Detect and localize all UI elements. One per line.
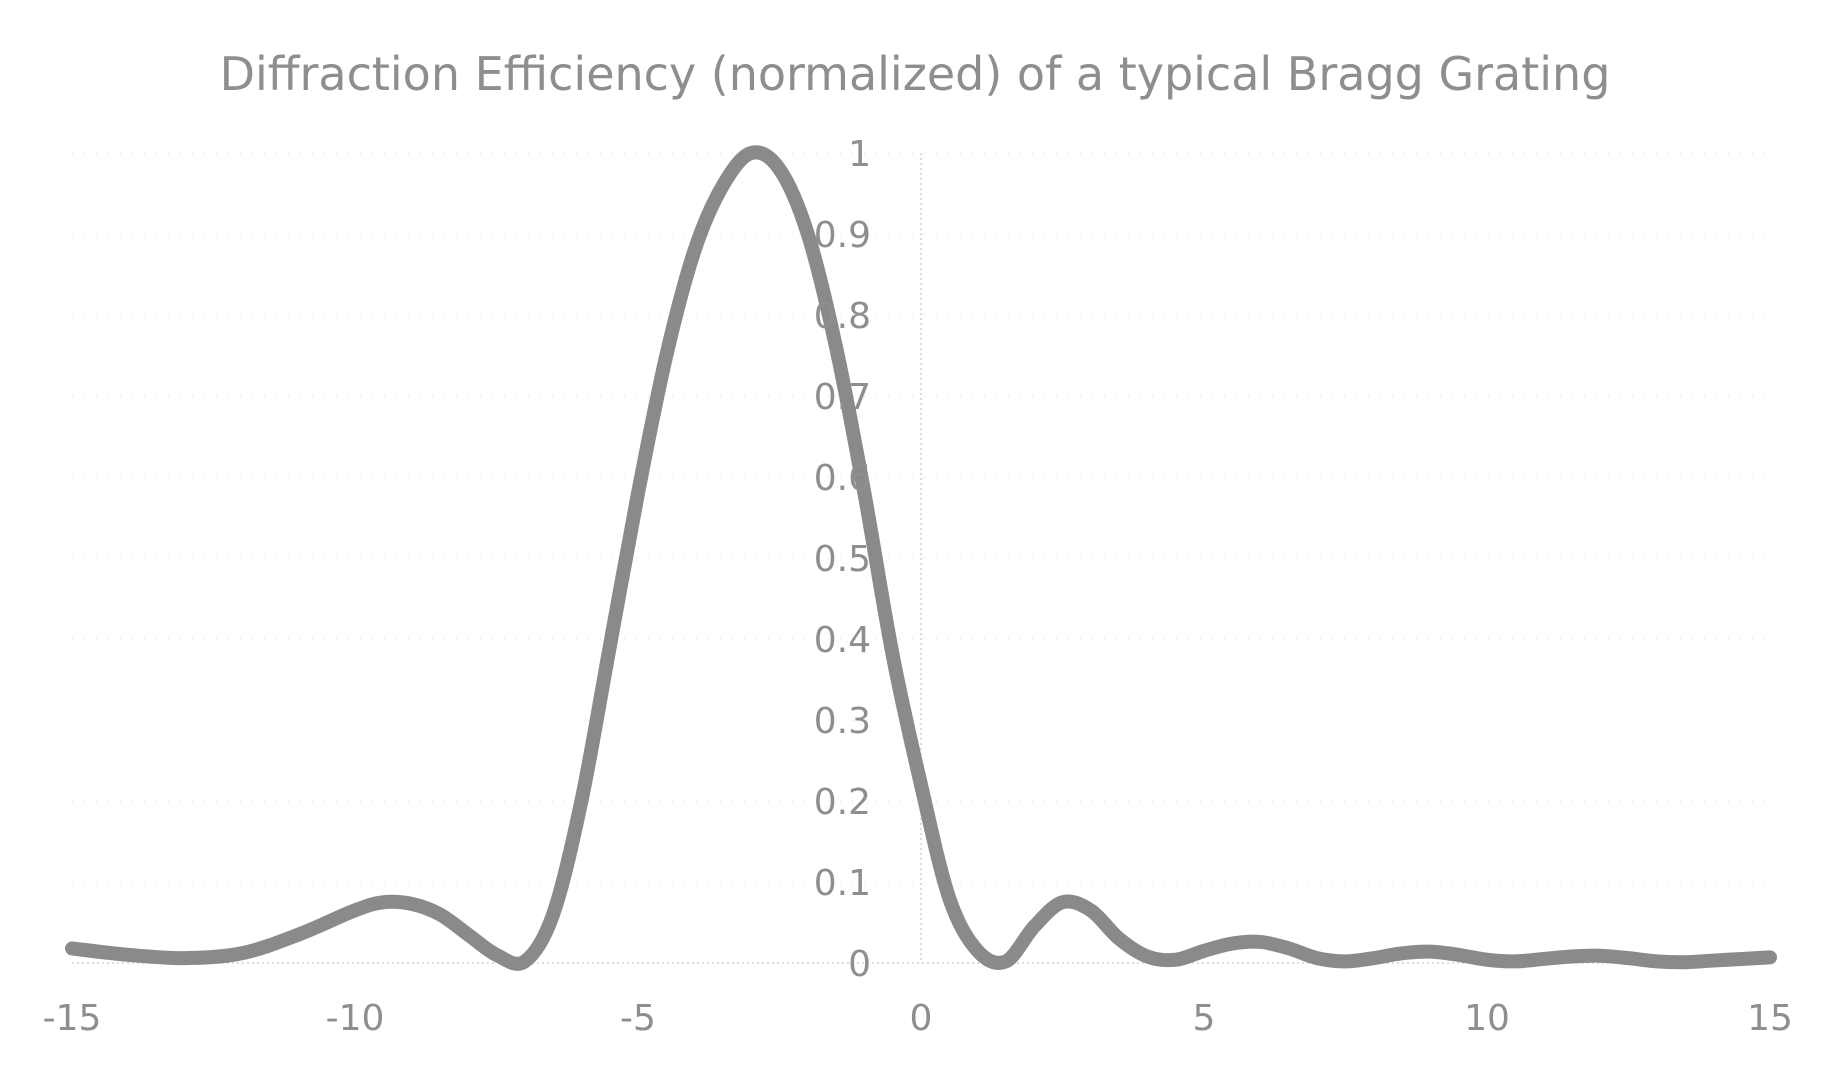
chart-svg: Diffraction Efficiency (normalized) of a… bbox=[0, 0, 1831, 1078]
y-tick-label-6: 0.6 bbox=[814, 458, 871, 499]
y-tick-label-4: 0.4 bbox=[814, 620, 871, 661]
y-tick-label-2: 0.2 bbox=[814, 782, 871, 823]
x-tick-label-0: -15 bbox=[43, 998, 102, 1039]
y-tick-label-9: 0.9 bbox=[814, 215, 871, 256]
x-tick-label-2: -5 bbox=[620, 998, 656, 1039]
y-tick-label-0: 0 bbox=[848, 944, 871, 985]
y-tick-label-3: 0.3 bbox=[814, 701, 871, 742]
y-tick-label-10: 1 bbox=[848, 134, 871, 175]
x-tick-label-3: 0 bbox=[910, 998, 933, 1039]
x-tick-label-5: 10 bbox=[1464, 998, 1510, 1039]
chart-container: Diffraction Efficiency (normalized) of a… bbox=[0, 0, 1831, 1078]
x-tick-label-6: 15 bbox=[1747, 998, 1793, 1039]
chart-title: Diffraction Efficiency (normalized) of a… bbox=[220, 47, 1611, 101]
y-tick-label-8: 0.8 bbox=[814, 296, 871, 337]
axes bbox=[72, 153, 1770, 963]
y-tick-label-1: 0.1 bbox=[814, 863, 871, 904]
y-tick-label-5: 0.5 bbox=[814, 539, 871, 580]
x-tick-labels: -15 -10 -5 0 5 10 15 bbox=[43, 998, 1793, 1039]
y-tick-label-7: 0.7 bbox=[814, 377, 871, 418]
x-tick-label-4: 5 bbox=[1193, 998, 1216, 1039]
x-tick-label-1: -10 bbox=[326, 998, 385, 1039]
